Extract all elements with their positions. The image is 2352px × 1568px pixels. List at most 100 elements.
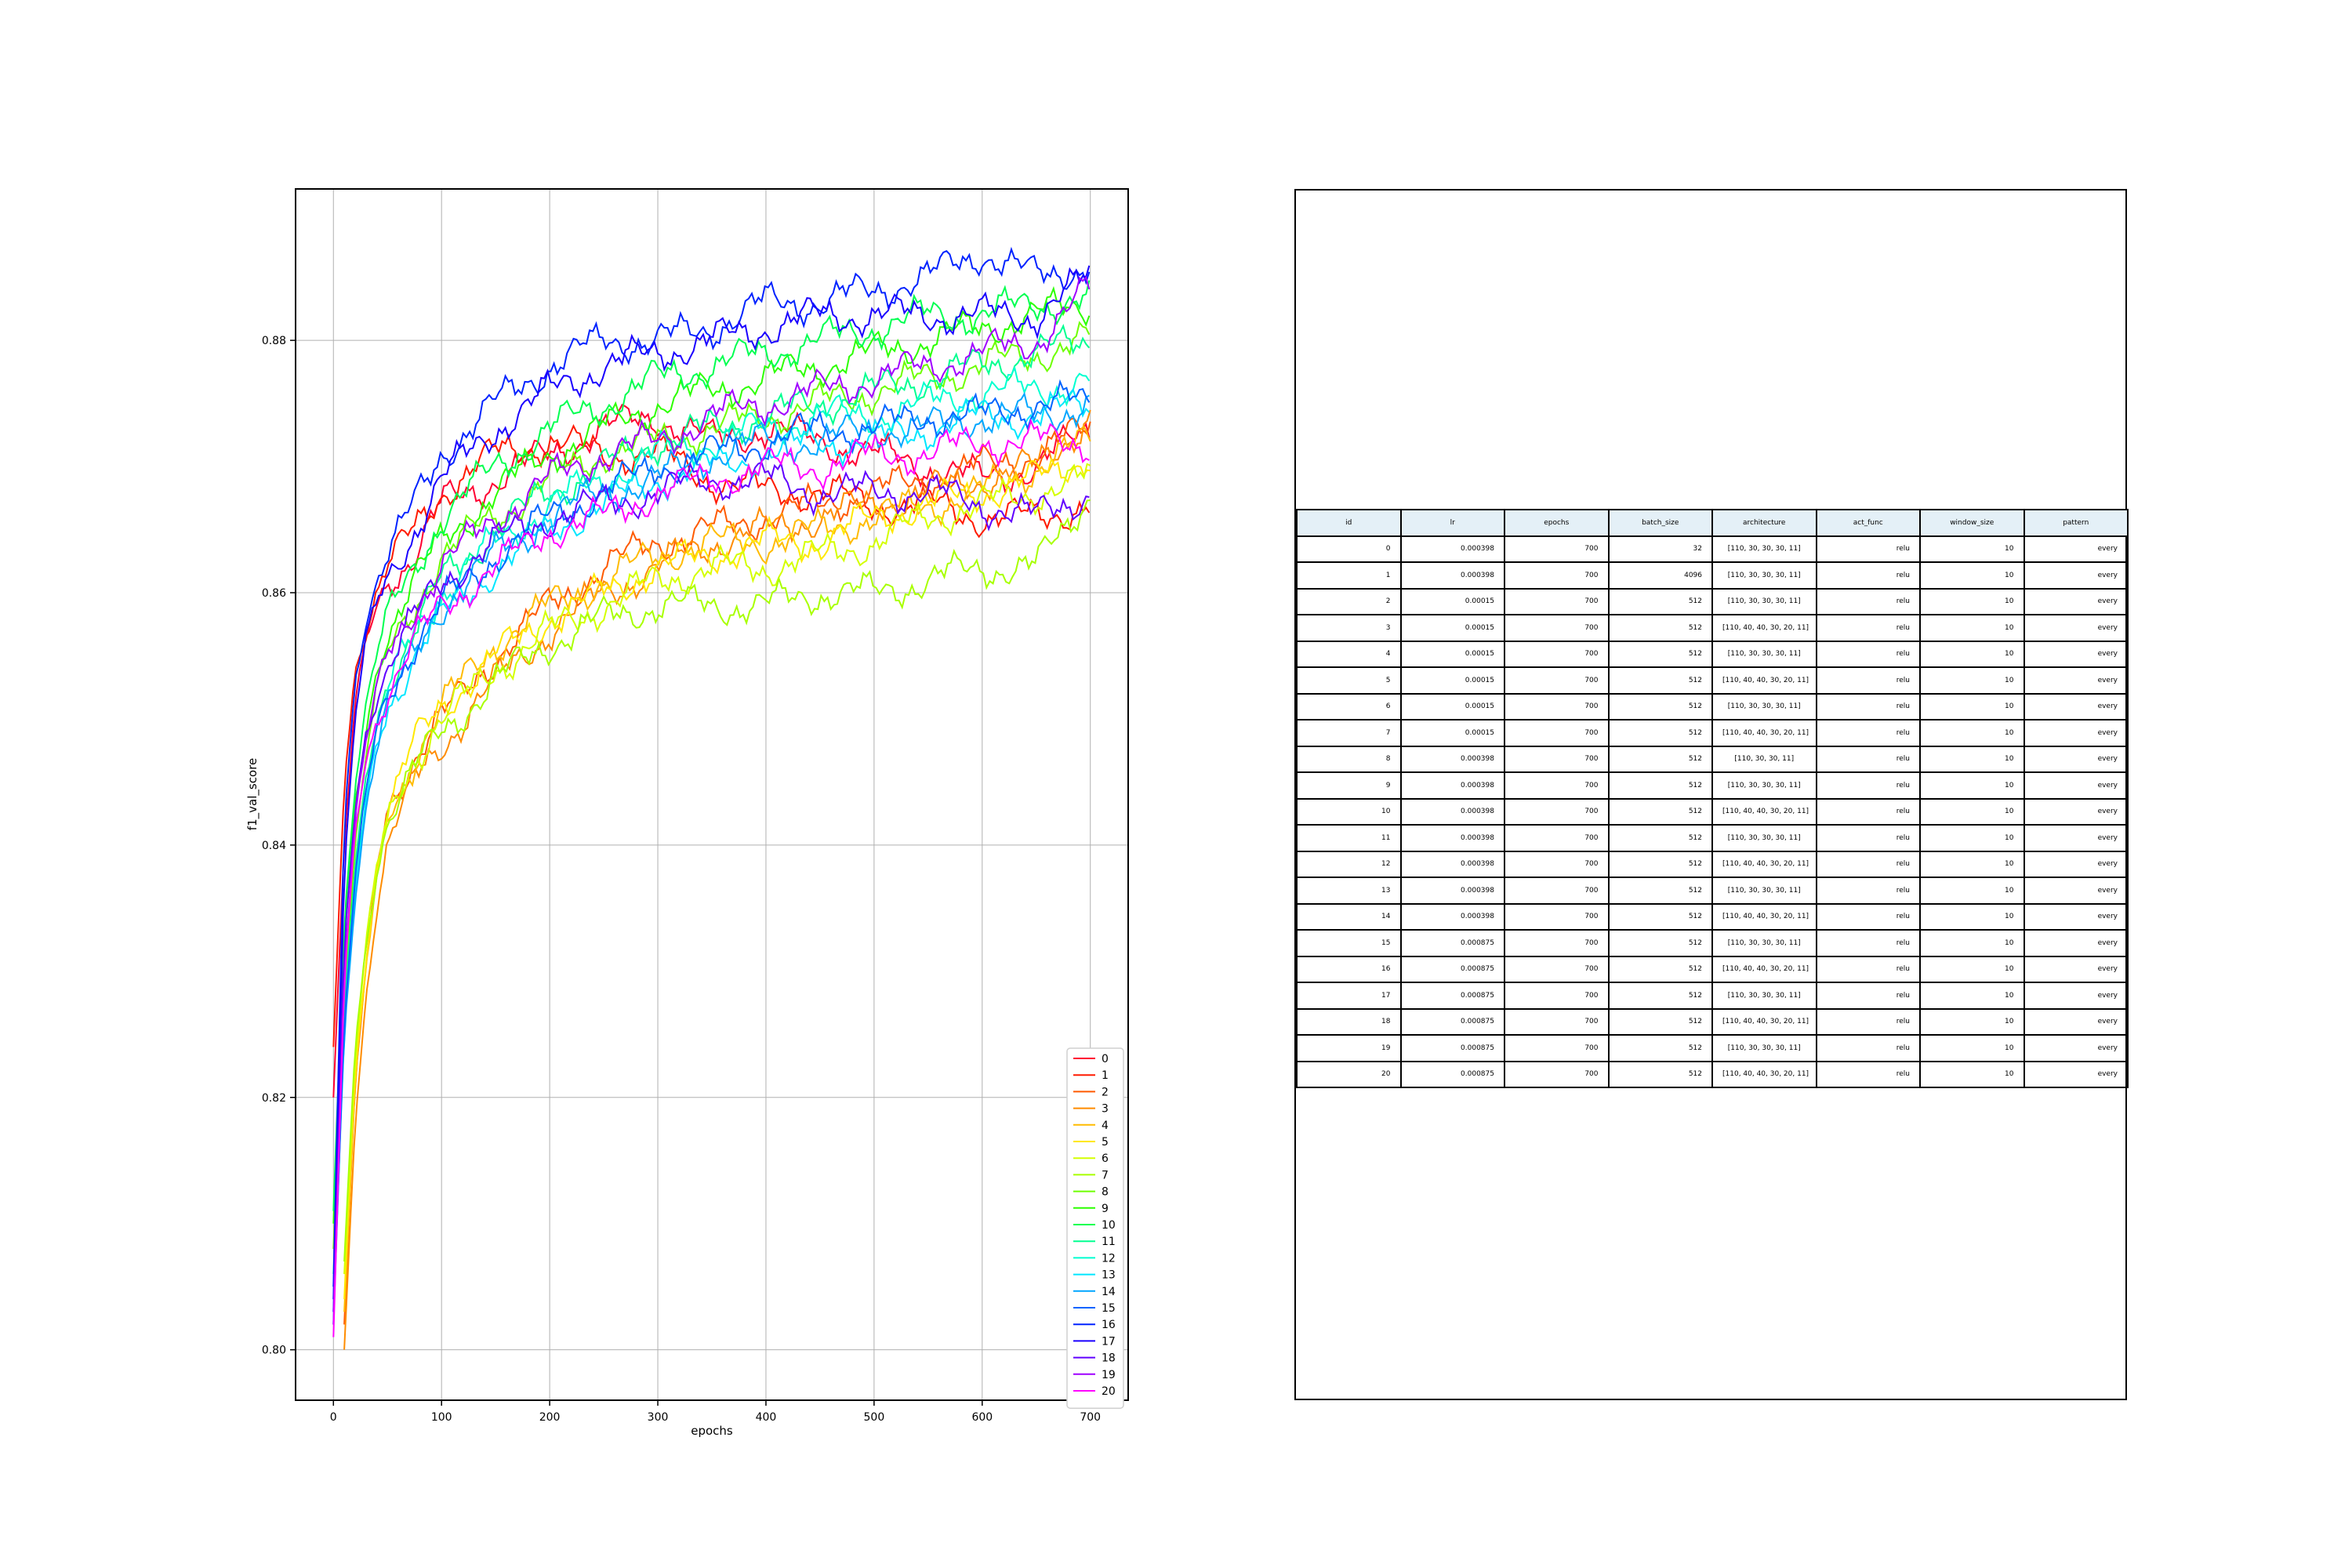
legend-label: 16 bbox=[1102, 1319, 1116, 1331]
table-cell-batch-size: 512 bbox=[1607, 850, 1713, 878]
table-cell-act-func: relu bbox=[1815, 587, 1921, 615]
table-cell-architecture: [110, 40, 40, 30, 20, 11] bbox=[1711, 719, 1817, 747]
table-cell-batch-size: 512 bbox=[1607, 692, 1713, 720]
table-cell-epochs: 700 bbox=[1504, 1034, 1610, 1062]
table-cell-pattern: every bbox=[2023, 955, 2129, 983]
table-cell-epochs: 700 bbox=[1504, 535, 1610, 563]
table-cell-lr: 0.000398 bbox=[1399, 850, 1505, 878]
table-cell-epochs: 700 bbox=[1504, 824, 1610, 852]
series-line-18 bbox=[332, 461, 1090, 1312]
series-line-5 bbox=[343, 456, 1091, 1300]
table-cell-epochs: 700 bbox=[1504, 692, 1610, 720]
table-row: 2 0.00015 700 512 [110, 30, 30, 30, 11] relu 1… bbox=[1296, 587, 2129, 615]
legend-label: 14 bbox=[1102, 1286, 1116, 1298]
table-cell-act-func: relu bbox=[1815, 824, 1921, 852]
series-line-6 bbox=[343, 463, 1091, 1275]
config-table-panel: id lr epochs batch_size architecture act_func… bbox=[1294, 189, 2129, 1400]
legend-label: 6 bbox=[1102, 1152, 1109, 1165]
table-cell-window-size: 10 bbox=[1919, 955, 2025, 983]
table-cell-epochs: 700 bbox=[1504, 640, 1610, 668]
table-cell-pattern: every bbox=[2023, 745, 2129, 773]
table-header-row: id lr epochs batch_size architecture act_func… bbox=[1296, 509, 2129, 537]
series-line-8 bbox=[332, 321, 1091, 1249]
table-cell-act-func: relu bbox=[1815, 771, 1921, 800]
legend-label: 4 bbox=[1102, 1120, 1109, 1132]
legend-label: 20 bbox=[1102, 1385, 1116, 1398]
table-cell-lr: 0.00015 bbox=[1399, 587, 1505, 615]
table-cell-lr: 0.000398 bbox=[1399, 824, 1505, 852]
table-cell-act-func: relu bbox=[1815, 1034, 1921, 1062]
table-cell-window-size: 10 bbox=[1919, 614, 2025, 642]
table-cell-id: 8 bbox=[1296, 745, 1402, 773]
table-cell-id: 12 bbox=[1296, 850, 1402, 878]
table-cell-id: 6 bbox=[1296, 692, 1402, 720]
table-row: 16 0.000875 700 512 [110, 40, 40, 30, 20, 11… bbox=[1296, 955, 2129, 983]
table-cell-epochs: 700 bbox=[1504, 982, 1610, 1010]
table-row: 5 0.00015 700 512 [110, 40, 40, 30, 20, 11] r… bbox=[1296, 666, 2129, 695]
table-cell-pattern: every bbox=[2023, 1007, 2129, 1036]
table-cell-act-func: relu bbox=[1815, 745, 1921, 773]
series-line-16 bbox=[332, 246, 1091, 1287]
table-cell-architecture: [110, 40, 40, 30, 20, 11] bbox=[1711, 1007, 1817, 1036]
table-cell-lr: 0.000875 bbox=[1399, 982, 1505, 1010]
table-cell-act-func: relu bbox=[1815, 535, 1921, 563]
series-line-12 bbox=[332, 365, 1091, 1287]
table-cell-window-size: 10 bbox=[1919, 982, 2025, 1010]
table-cell-architecture: [110, 30, 30, 30, 11] bbox=[1711, 771, 1817, 800]
table-cell-architecture: [110, 30, 30, 11] bbox=[1711, 745, 1817, 773]
table-cell-act-func: relu bbox=[1815, 1007, 1921, 1036]
table-cell-pattern: every bbox=[2023, 692, 2129, 720]
table-cell-epochs: 700 bbox=[1504, 771, 1610, 800]
table-cell-batch-size: 512 bbox=[1607, 955, 1713, 983]
legend-label: 13 bbox=[1102, 1269, 1116, 1282]
table-row: 9 0.000398 700 512 [110, 30, 30, 30, 11] relu… bbox=[1296, 771, 2129, 800]
column-header-lr: lr bbox=[1399, 509, 1505, 537]
legend-label: 1 bbox=[1102, 1069, 1109, 1082]
table-cell-id: 7 bbox=[1296, 719, 1402, 747]
table-cell-id: 18 bbox=[1296, 1007, 1402, 1036]
table-cell-window-size: 10 bbox=[1919, 561, 2025, 590]
table-cell-id: 17 bbox=[1296, 982, 1402, 1010]
table-cell-id: 10 bbox=[1296, 797, 1402, 826]
column-header-architecture: architecture bbox=[1711, 509, 1817, 537]
table-cell-lr: 0.00015 bbox=[1399, 640, 1505, 668]
y-axis-label: f1_val_score bbox=[245, 758, 260, 830]
table-cell-epochs: 700 bbox=[1504, 955, 1610, 983]
table-cell-pattern: every bbox=[2023, 797, 2129, 826]
table-cell-lr: 0.00015 bbox=[1399, 692, 1505, 720]
table-cell-epochs: 700 bbox=[1504, 1007, 1610, 1036]
x-axis-label: epochs bbox=[691, 1424, 733, 1438]
table-cell-batch-size: 512 bbox=[1607, 719, 1713, 747]
table-cell-lr: 0.000398 bbox=[1399, 902, 1505, 931]
table-cell-architecture: [110, 40, 40, 30, 20, 11] bbox=[1711, 902, 1817, 931]
series-line-1 bbox=[332, 423, 1091, 1047]
table-cell-window-size: 10 bbox=[1919, 587, 2025, 615]
series-line-17 bbox=[332, 265, 1091, 1300]
column-header-epochs: epochs bbox=[1504, 509, 1610, 537]
legend-label: 3 bbox=[1102, 1103, 1109, 1116]
table-cell-architecture: [110, 40, 40, 30, 20, 11] bbox=[1711, 797, 1817, 826]
table-cell-batch-size: 512 bbox=[1607, 982, 1713, 1010]
table-row: 6 0.00015 700 512 [110, 30, 30, 30, 11] relu 1… bbox=[1296, 692, 2129, 720]
table-cell-window-size: 10 bbox=[1919, 824, 2025, 852]
table-cell-epochs: 700 bbox=[1504, 877, 1610, 905]
series-line-10 bbox=[332, 280, 1091, 1211]
table-cell-batch-size: 512 bbox=[1607, 1007, 1713, 1036]
table-cell-architecture: [110, 40, 40, 30, 20, 11] bbox=[1711, 850, 1817, 878]
table-cell-batch-size: 512 bbox=[1607, 745, 1713, 773]
table-cell-pattern: every bbox=[2023, 666, 2129, 695]
table-cell-id: 19 bbox=[1296, 1034, 1402, 1062]
table-cell-act-func: relu bbox=[1815, 955, 1921, 983]
table-cell-window-size: 10 bbox=[1919, 929, 2025, 957]
table-row: 17 0.000875 700 512 [110, 30, 30, 30, 11] rel… bbox=[1296, 982, 2129, 1010]
legend-label: 18 bbox=[1102, 1352, 1116, 1365]
table-cell-lr: 0.000875 bbox=[1399, 955, 1505, 983]
column-header-id: id bbox=[1296, 509, 1402, 537]
table-row: 15 0.000875 700 512 [110, 30, 30, 30, 11] rel… bbox=[1296, 929, 2129, 957]
x-tick-label: 100 bbox=[431, 1411, 452, 1424]
table-row: 4 0.00015 700 512 [110, 30, 30, 30, 11] relu 1… bbox=[1296, 640, 2129, 668]
table-cell-id: 14 bbox=[1296, 902, 1402, 931]
series-line-11 bbox=[332, 323, 1091, 1275]
table-cell-batch-size: 512 bbox=[1607, 797, 1713, 826]
table-cell-architecture: [110, 30, 30, 30, 11] bbox=[1711, 824, 1817, 852]
